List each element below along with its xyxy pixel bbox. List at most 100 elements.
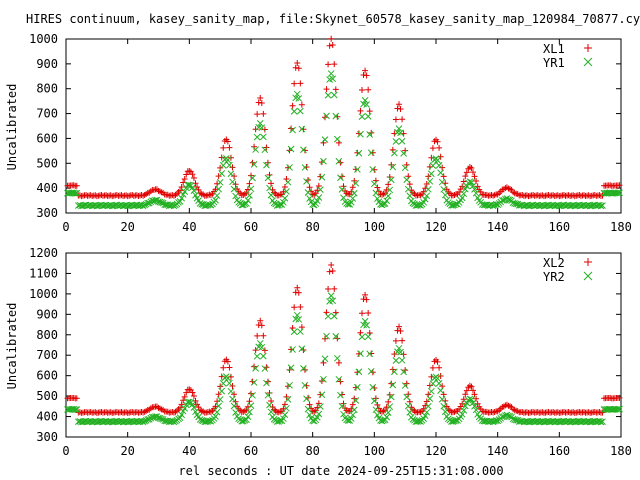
- data-point-yr2: [313, 414, 321, 421]
- data-point-yr2: [599, 418, 606, 426]
- data-point-yr1: [158, 199, 165, 207]
- x-tick-label: 40: [182, 220, 196, 234]
- data-point-yr1: [472, 189, 480, 197]
- data-point-yr1: [263, 161, 270, 169]
- data-point-xl2: [505, 402, 512, 409]
- data-point-yr1: [333, 135, 341, 143]
- data-point-xl1: [490, 192, 497, 199]
- data-point-yr1: [395, 125, 403, 132]
- x-tick-label: 80: [305, 220, 319, 234]
- data-point-yr1: [366, 131, 374, 138]
- data-point-xl2: [252, 347, 259, 354]
- data-point-xl2: [468, 383, 475, 390]
- data-point-yr1: [227, 170, 235, 178]
- data-point-xl1: [150, 186, 157, 193]
- data-point-xl1: [406, 181, 413, 188]
- data-point-yr2: [293, 311, 301, 319]
- bottom-panel: Uncalibrated XL2 YR2 0 20 40 60 80 100 120 140 1…: [5, 246, 632, 458]
- data-point-yr1: [276, 201, 284, 208]
- data-point-xl2: [494, 408, 501, 415]
- data-point-xl1: [248, 172, 254, 179]
- data-point-xl2: [257, 317, 264, 324]
- y-tick-label: 700: [36, 107, 58, 121]
- data-point-xl1: [397, 105, 404, 112]
- data-point-yr1: [249, 174, 256, 182]
- data-point-yr1: [469, 182, 477, 190]
- data-point-yr1: [423, 192, 431, 200]
- data-point-xl1: [392, 116, 399, 123]
- data-point-xl2: [254, 332, 261, 339]
- data-point-yr1: [71, 190, 79, 197]
- data-point-yr1: [403, 176, 411, 184]
- data-point-yr2: [256, 339, 264, 347]
- x-tick-label: 120: [425, 220, 447, 234]
- data-point-yr2: [423, 408, 431, 416]
- data-point-yr2: [329, 297, 337, 305]
- data-point-yr1: [324, 91, 332, 99]
- data-point-yr2: [395, 344, 403, 352]
- data-point-xl2: [275, 409, 282, 416]
- data-point-xl2: [215, 391, 222, 398]
- data-point-xl1: [264, 159, 271, 166]
- data-point-yr1: [317, 186, 324, 193]
- data-point-xl1: [349, 184, 356, 191]
- data-point-xl1: [312, 190, 319, 197]
- data-point-xl2: [462, 391, 469, 398]
- data-point-yr2: [178, 411, 185, 419]
- data-point-yr2: [386, 403, 394, 411]
- data-point-yr2: [401, 382, 409, 389]
- data-point-xl2: [224, 358, 231, 365]
- data-point-xl2: [294, 284, 301, 291]
- data-point-yr1: [440, 185, 448, 193]
- data-point-xl2: [470, 387, 476, 394]
- data-point-xl1: [252, 126, 259, 133]
- data-point-yr2: [337, 391, 344, 399]
- data-point-yr1: [232, 192, 239, 200]
- data-point-xl1: [226, 144, 233, 151]
- data-point-yr2: [267, 408, 275, 416]
- data-point-xl1: [466, 164, 473, 171]
- data-point-yr1: [441, 191, 449, 199]
- data-point-yr2: [369, 383, 377, 391]
- data-point-yr1: [424, 185, 432, 193]
- data-point-xl1: [231, 173, 238, 180]
- data-point-yr1: [315, 194, 323, 201]
- data-point-yr1: [264, 174, 272, 182]
- data-point-yr1: [369, 166, 377, 173]
- data-point-yr2: [213, 408, 221, 416]
- data-point-yr2: [261, 365, 269, 372]
- data-point-xl2: [178, 401, 185, 408]
- x-tick-label: 20: [120, 220, 134, 234]
- data-point-xl1: [374, 184, 381, 191]
- data-point-yr1: [364, 113, 372, 120]
- data-point-yr2: [403, 393, 411, 401]
- data-point-yr2: [244, 413, 252, 421]
- data-point-yr2: [290, 328, 298, 336]
- plot-frame: [65, 38, 622, 214]
- data-point-yr1: [313, 197, 321, 205]
- x-tick-label: 40: [182, 444, 196, 458]
- data-point-yr2: [338, 402, 346, 410]
- x-tick-label: 140: [487, 444, 509, 458]
- data-point-xl1: [298, 101, 305, 108]
- y-tick-label: 300: [36, 206, 58, 220]
- data-point-xl1: [396, 101, 402, 108]
- x-tick-label: 140: [487, 220, 509, 234]
- data-point-xl1: [328, 35, 335, 42]
- data-point-yr2: [428, 387, 435, 395]
- data-point-yr1: [247, 185, 255, 193]
- data-point-xl1: [402, 147, 409, 154]
- data-point-yr2: [320, 375, 327, 383]
- y-tick-label: 700: [36, 348, 58, 362]
- data-point-yr1: [284, 178, 292, 186]
- data-point-yr1: [218, 170, 226, 177]
- data-point-yr1: [296, 107, 304, 115]
- data-point-yr1: [261, 146, 269, 154]
- data-point-xl1: [177, 187, 184, 194]
- data-point-yr1: [303, 178, 310, 185]
- data-point-yr1: [387, 176, 395, 184]
- data-point-yr2: [364, 333, 372, 341]
- data-point-yr1: [361, 97, 369, 104]
- data-point-yr2: [298, 345, 306, 353]
- data-point-yr1: [280, 198, 287, 206]
